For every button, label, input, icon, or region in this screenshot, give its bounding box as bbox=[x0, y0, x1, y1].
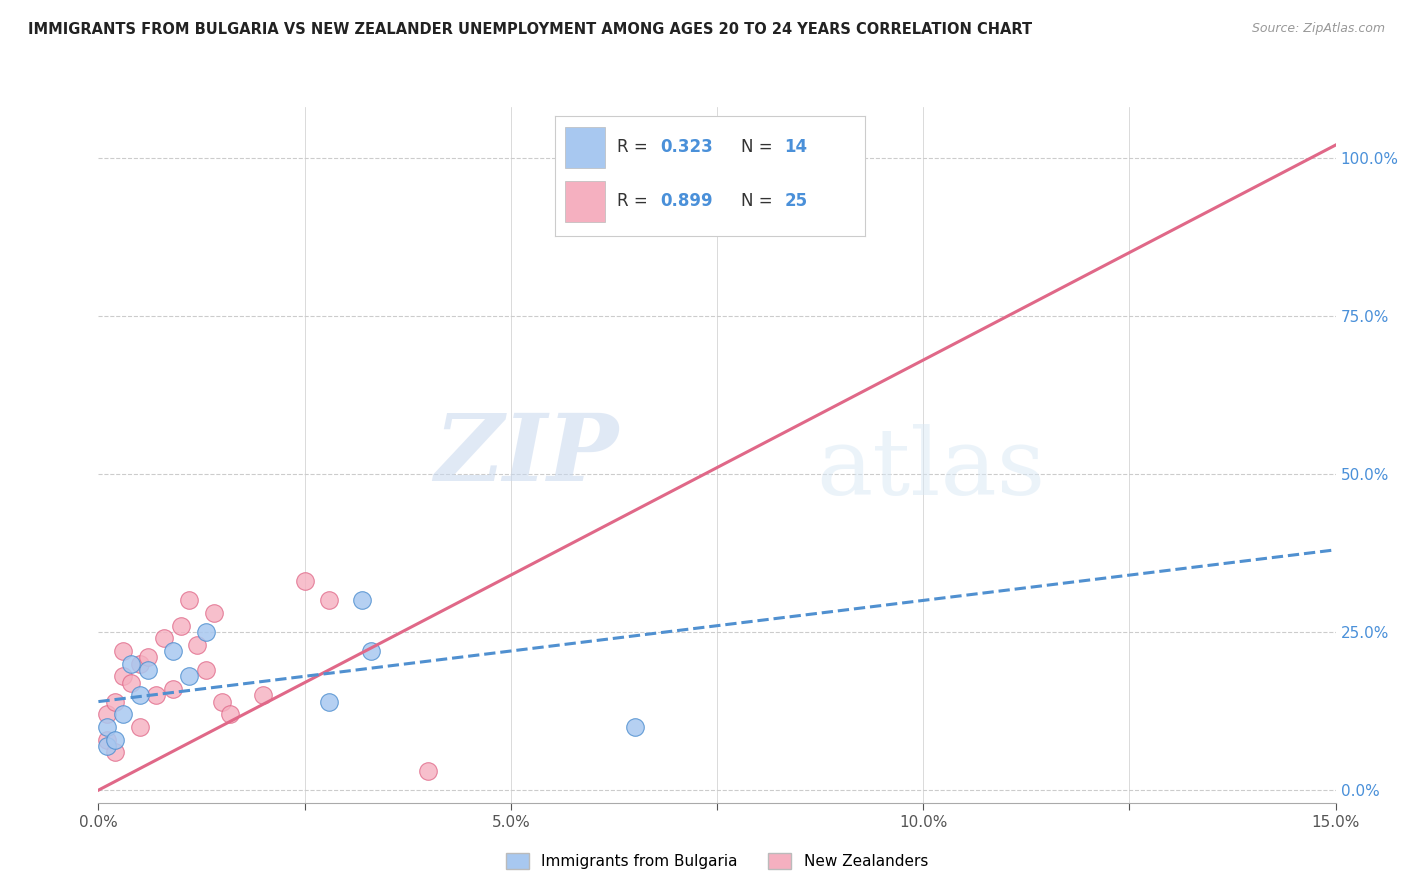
Legend: Immigrants from Bulgaria, New Zealanders: Immigrants from Bulgaria, New Zealanders bbox=[501, 847, 934, 875]
FancyBboxPatch shape bbox=[565, 181, 605, 222]
Text: IMMIGRANTS FROM BULGARIA VS NEW ZEALANDER UNEMPLOYMENT AMONG AGES 20 TO 24 YEARS: IMMIGRANTS FROM BULGARIA VS NEW ZEALANDE… bbox=[28, 22, 1032, 37]
Point bbox=[104, 745, 127, 759]
Point bbox=[162, 644, 184, 658]
Point bbox=[96, 732, 118, 747]
Point bbox=[623, 720, 645, 734]
Point bbox=[104, 695, 127, 709]
Point bbox=[153, 632, 176, 646]
Point bbox=[96, 707, 118, 722]
Point bbox=[360, 644, 382, 658]
Point bbox=[219, 707, 242, 722]
Point bbox=[162, 681, 184, 696]
Point bbox=[689, 163, 711, 178]
Point bbox=[252, 688, 274, 702]
Point bbox=[112, 669, 135, 683]
Text: R =: R = bbox=[617, 193, 654, 211]
Text: N =: N = bbox=[741, 138, 778, 156]
Point bbox=[96, 720, 118, 734]
Point bbox=[112, 644, 135, 658]
Text: atlas: atlas bbox=[815, 424, 1045, 514]
Point bbox=[352, 593, 374, 607]
Text: 25: 25 bbox=[785, 193, 807, 211]
Point bbox=[318, 695, 340, 709]
Point bbox=[120, 675, 142, 690]
Point bbox=[418, 764, 440, 779]
Point bbox=[179, 669, 201, 683]
Point bbox=[128, 720, 150, 734]
FancyBboxPatch shape bbox=[565, 127, 605, 168]
Text: ZIP: ZIP bbox=[434, 410, 619, 500]
Point bbox=[170, 618, 193, 632]
Point bbox=[202, 606, 225, 620]
Text: 0.899: 0.899 bbox=[661, 193, 713, 211]
Point bbox=[104, 732, 127, 747]
Text: R =: R = bbox=[617, 138, 654, 156]
Text: Source: ZipAtlas.com: Source: ZipAtlas.com bbox=[1251, 22, 1385, 36]
Point bbox=[294, 574, 316, 589]
Text: 0.323: 0.323 bbox=[661, 138, 713, 156]
Point bbox=[136, 650, 159, 665]
Point bbox=[96, 739, 118, 753]
Point bbox=[145, 688, 167, 702]
Point bbox=[318, 593, 340, 607]
Point bbox=[128, 688, 150, 702]
Point bbox=[128, 657, 150, 671]
Point bbox=[179, 593, 201, 607]
Point bbox=[186, 638, 208, 652]
Point bbox=[211, 695, 233, 709]
Text: 14: 14 bbox=[785, 138, 807, 156]
Text: N =: N = bbox=[741, 193, 778, 211]
Point bbox=[194, 625, 217, 640]
Point bbox=[112, 707, 135, 722]
Point bbox=[120, 657, 142, 671]
Point bbox=[194, 663, 217, 677]
Point bbox=[136, 663, 159, 677]
